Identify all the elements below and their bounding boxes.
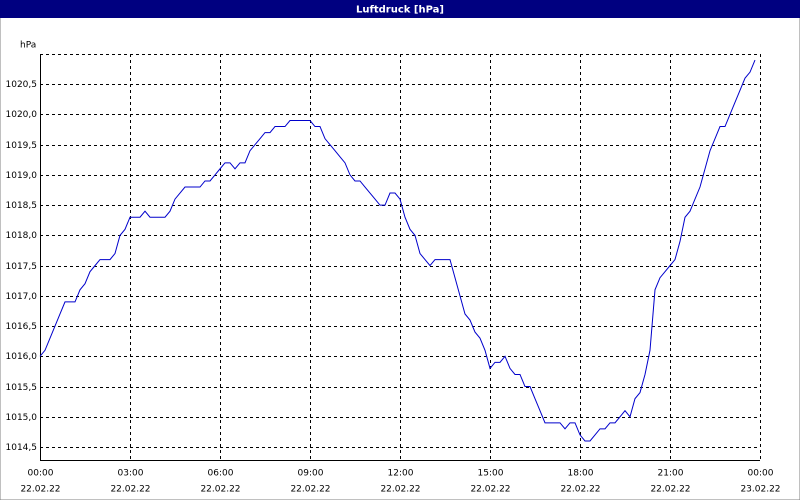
x-tick-date: 22.02.22 xyxy=(380,485,420,495)
x-tick-date: 22.02.22 xyxy=(290,485,330,495)
y-tick-label: 1016,5 xyxy=(6,322,38,332)
x-tick-label: 15:00 xyxy=(478,469,504,479)
x-tick-label: 00:00 xyxy=(28,469,54,479)
x-tick-date: 22.02.22 xyxy=(560,485,600,495)
x-tick-label: 12:00 xyxy=(388,469,414,479)
y-tick-label: 1020,0 xyxy=(6,110,38,120)
x-tick-label: 21:00 xyxy=(658,469,684,479)
y-axis-label: hPa xyxy=(20,41,36,51)
x-tick-date: 22.02.22 xyxy=(20,485,60,495)
chart-title: Luftdruck [hPa] xyxy=(356,5,444,16)
y-tick-label: 1018,0 xyxy=(6,231,38,241)
y-tick-label: 1018,5 xyxy=(6,201,38,211)
x-tick-date: 22.02.22 xyxy=(200,485,240,495)
y-tick-label: 1014,5 xyxy=(6,443,38,453)
x-tick-date: 23.02.22 xyxy=(740,485,780,495)
title-bar xyxy=(0,0,800,18)
y-tick-label: 1015,5 xyxy=(6,383,38,393)
x-tick-date: 22.02.22 xyxy=(650,485,690,495)
x-tick-date: 22.02.22 xyxy=(110,485,150,495)
x-tick-label: 18:00 xyxy=(568,469,594,479)
x-tick-label: 09:00 xyxy=(298,469,324,479)
y-tick-label: 1015,0 xyxy=(6,413,38,423)
x-tick-date: 22.02.22 xyxy=(470,485,510,495)
y-tick-label: 1019,0 xyxy=(6,171,38,181)
x-tick-label: 06:00 xyxy=(208,469,234,479)
y-tick-label: 1019,5 xyxy=(6,141,38,151)
x-tick-label: 00:00 xyxy=(748,469,774,479)
y-tick-label: 1017,0 xyxy=(6,292,38,302)
x-tick-label: 03:00 xyxy=(118,469,144,479)
y-tick-label: 1017,5 xyxy=(6,262,38,272)
data-line xyxy=(39,59,756,442)
y-tick-label: 1020,5 xyxy=(6,80,38,90)
y-tick-label: 1016,0 xyxy=(6,352,38,362)
